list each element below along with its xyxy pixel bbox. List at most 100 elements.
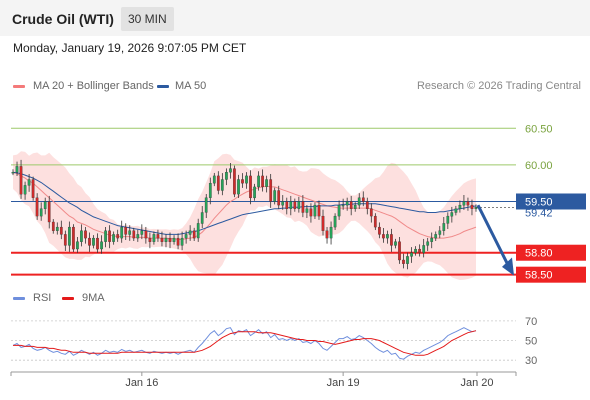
candle-body-60 [253,186,256,199]
timeframe-button[interactable]: 30 MIN [121,7,174,31]
candle-body-19 [88,237,91,246]
candle-body-11 [55,226,59,231]
candle-body-86 [357,197,361,206]
level-label-1: 60.00 [525,160,553,172]
candle-44 [188,225,192,241]
candle-24 [108,225,111,249]
candle-body-29 [128,230,132,235]
candle-70 [293,198,297,212]
candle-body-46 [196,223,200,239]
candle-49 [208,177,212,205]
candle-body-99 [410,252,413,257]
rsi-tick-0: 70 [525,316,537,328]
header-bar: Crude Oil (WTI) 30 MIN [0,0,590,36]
candle-body-23 [104,230,107,242]
candle-body-10 [51,221,55,231]
candle-26 [116,229,120,242]
candle-29 [128,225,132,241]
candle-body-98 [406,256,409,264]
candle-57 [241,173,244,188]
candle-110 [454,205,458,216]
candle-75 [313,202,317,220]
candle-18 [84,226,87,244]
candle-1 [15,161,19,177]
candle-84 [349,195,353,216]
candle-body-5 [31,179,35,198]
candle-body-44 [188,230,192,235]
candle-71 [297,196,301,213]
last-price-label: 59.42 [525,207,553,219]
candle-56 [237,174,240,198]
candle-body-53 [225,172,228,180]
candle-body-63 [265,179,268,187]
candle-21 [96,233,99,253]
candle-body-73 [305,208,309,213]
projection-arrow-line [476,204,510,266]
candle-112 [462,195,466,210]
candle-45 [192,227,196,242]
candle-body-6 [35,197,39,217]
candle-47 [200,206,204,229]
candle-body-97 [402,259,405,264]
candle-103 [426,237,430,251]
candle-body-42 [180,237,184,246]
candle-body-51 [216,175,220,191]
candle-body-78 [325,230,329,239]
rsi-ma9-line [13,330,477,356]
candle-body-68 [285,201,289,209]
candle-body-7 [39,208,43,217]
candle-89 [369,203,373,223]
rsi-legend-label: RSI [33,292,52,304]
candle-body-55 [233,168,236,195]
candle-body-21 [96,237,99,250]
candle-body-58 [245,175,248,184]
candle-108 [446,212,450,230]
candle-body-101 [418,248,421,253]
candle-101 [418,244,421,257]
candle-13 [63,230,67,251]
candle-92 [382,227,385,243]
level-label-0: 60.50 [525,123,553,135]
candle-body-52 [220,179,224,191]
candle-68 [285,197,289,215]
candle-55 [233,165,236,198]
candle-body-71 [297,201,301,209]
candle-85 [353,202,357,212]
candle-40 [172,235,176,245]
candle-body-106 [438,230,442,235]
candle-body-48 [204,197,208,213]
candle-body-1 [15,166,19,173]
candle-80 [333,213,337,231]
candle-46 [196,218,200,242]
candle-5 [31,176,35,201]
candle-0 [11,169,15,176]
candle-72 [301,195,305,218]
candle-body-102 [422,245,426,253]
candle-95 [394,238,397,249]
candle-body-95 [394,241,397,246]
candle-12 [59,220,63,240]
candle-54 [229,162,232,179]
candle-body-3 [23,185,27,195]
candle-body-100 [414,248,417,253]
candle-77 [321,209,325,236]
candle-body-39 [168,237,172,242]
candle-body-8 [43,201,47,209]
candle-22 [100,235,103,254]
candle-body-65 [273,190,277,202]
candle-body-88 [365,201,369,209]
ma50-legend-label: MA 50 [175,80,207,92]
candle-body-107 [442,223,446,231]
candle-body-27 [120,226,124,239]
candle-42 [180,231,184,251]
candle-31 [136,229,140,242]
ma50-line [12,171,477,235]
instrument-title: Crude Oil (WTI) [12,11,114,27]
candle-body-109 [450,212,454,217]
candle-114 [470,199,474,216]
candle-body-62 [261,175,264,188]
candle-81 [337,200,341,220]
bollinger-legend-label: MA 20 + Bollinger Bands [33,80,154,92]
candle-97 [402,253,405,269]
